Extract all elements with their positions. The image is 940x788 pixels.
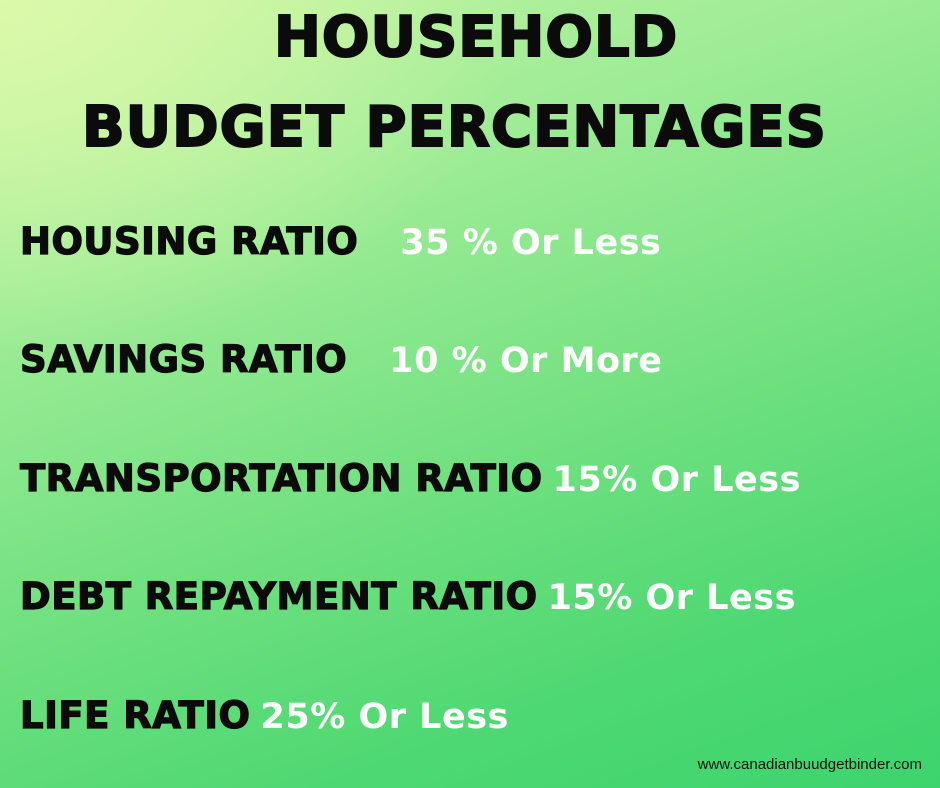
ratio-row-housing: HOUSING RATIO 35 % Or Less	[19, 220, 662, 263]
ratio-label: LIFE RATIO	[19, 694, 251, 737]
ratio-label: DEBT REPAYMENT RATIO	[19, 575, 538, 618]
ratio-row-debt-repayment: DEBT REPAYMENT RATIO 15% Or Less	[19, 575, 796, 618]
ratio-label: TRANSPORTATION RATIO	[19, 457, 543, 500]
ratio-row-life: LIFE RATIO 25% Or Less	[19, 694, 509, 737]
ratio-value: 25% Or Less	[260, 697, 509, 737]
ratio-value: 10 % Or More	[389, 341, 663, 381]
ratio-row-transportation: TRANSPORTATION RATIO 15% Or Less	[19, 457, 801, 500]
website-url: www.canadianbuudgetbinder.com	[697, 756, 922, 773]
ratio-label: SAVINGS RATIO	[19, 338, 348, 381]
ratio-value: 15% Or Less	[547, 578, 796, 618]
title-line-2: BUDGET PERCENTAGES	[81, 95, 827, 160]
ratio-label: HOUSING RATIO	[19, 220, 359, 263]
ratio-value: 15% Or Less	[552, 460, 801, 500]
ratio-value: 35 % Or Less	[400, 223, 662, 263]
ratio-row-savings: SAVINGS RATIO 10 % Or More	[19, 338, 663, 381]
title-line-1: HOUSEHOLD	[273, 5, 679, 70]
